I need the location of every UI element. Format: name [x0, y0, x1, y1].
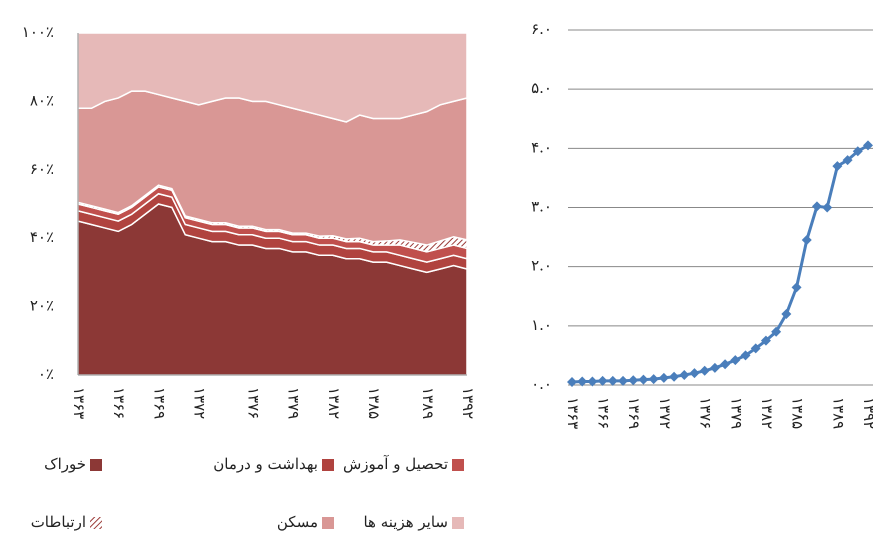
marker: [709, 362, 720, 373]
marker: [669, 371, 680, 382]
x-tick-label: ۱۳۸۵: [365, 387, 383, 419]
legend-label: مسکن: [277, 513, 318, 531]
legend-label: تحصیل و آموزش: [343, 455, 448, 473]
line: [571, 144, 869, 384]
marker: [679, 369, 690, 380]
x-tick-label: ۱۳۸۹: [829, 397, 847, 429]
y-tick-label: ۱۰۰٪: [22, 23, 54, 41]
y-tick-label: ۸۰٪: [30, 91, 54, 109]
marker: [628, 375, 639, 386]
marker: [618, 375, 629, 386]
x-tick-label: ۱۳۶۶: [110, 387, 128, 419]
legend-label: سایر هزینه ها: [363, 513, 448, 531]
y-tick-label: ۶.۰: [531, 20, 552, 38]
x-tick-label: ۱۳۷۹: [285, 387, 303, 419]
x-tick-label: ۱۳۶۶: [595, 397, 613, 429]
marker: [699, 365, 710, 376]
x-tick-label: ۱۳۶۳: [70, 387, 88, 419]
x-tick-label: ۱۳۷۶: [697, 397, 715, 429]
marker: [740, 350, 751, 361]
marker: [832, 161, 843, 172]
y-tick-label: ۶۰٪: [30, 160, 54, 178]
marker: [648, 374, 659, 385]
y-tick-label: ۴۰٪: [30, 228, 54, 246]
marker: [597, 375, 608, 386]
legend-swatch: [90, 517, 102, 529]
marker: [863, 140, 873, 151]
marker: [750, 343, 761, 354]
y-tick-label: ۳.۰: [531, 198, 552, 216]
x-tick-label: ۱۳۹۲: [860, 397, 873, 429]
marker: [801, 235, 812, 246]
legend-swatch: [90, 459, 102, 471]
marker: [577, 376, 588, 387]
legend-swatch: [452, 459, 464, 471]
legend-swatch: [322, 517, 334, 529]
marker: [730, 355, 741, 366]
x-tick-label: ۱۳۸۲: [758, 397, 776, 429]
x-tick-label: ۱۳۹۲: [459, 387, 477, 419]
y-tick-label: ۰.۰: [531, 375, 552, 393]
marker: [822, 202, 833, 213]
x-tick-label: ۱۳۸۹: [419, 387, 437, 419]
legend-swatch: [322, 459, 334, 471]
legend-label: خوراک: [44, 455, 86, 473]
legend-label: بهداشت و درمان: [213, 455, 318, 473]
marker: [852, 146, 863, 157]
marker: [567, 377, 577, 388]
area: [77, 32, 468, 123]
marker: [658, 372, 669, 383]
legend-swatch: [452, 517, 464, 529]
y-tick-label: ۱.۰: [531, 316, 552, 334]
marker: [689, 368, 700, 379]
y-tick-label: ۲۰٪: [30, 297, 54, 315]
x-tick-label: ۱۳۶۳: [564, 397, 582, 429]
marker: [771, 326, 782, 337]
x-tick-label: ۱۳۸۲: [325, 387, 343, 419]
marker: [587, 376, 598, 387]
marker: [607, 375, 618, 386]
y-tick-label: ۴.۰: [531, 138, 552, 156]
marker: [760, 335, 771, 346]
legend-label: ارتباطات: [31, 513, 86, 531]
x-tick-label: ۱۳۶۹: [625, 397, 643, 429]
x-tick-label: ۱۳۶۹: [150, 387, 168, 419]
x-tick-label: ۱۳۷۲: [656, 397, 674, 429]
marker: [811, 201, 822, 212]
x-tick-label: ۱۳۷۲: [191, 387, 209, 419]
y-tick-label: ۲.۰: [531, 257, 552, 275]
x-tick-label: ۱۳۷۶: [244, 387, 262, 419]
marker: [842, 155, 853, 166]
marker: [720, 359, 731, 370]
x-tick-label: ۱۳۷۹: [727, 397, 745, 429]
y-tick-label: ۰٪: [38, 365, 54, 383]
marker: [638, 374, 649, 385]
x-tick-label: ۱۳۸۵: [789, 397, 807, 429]
marker: [791, 282, 802, 293]
marker: [781, 309, 792, 319]
y-tick-label: ۵.۰: [531, 79, 552, 97]
